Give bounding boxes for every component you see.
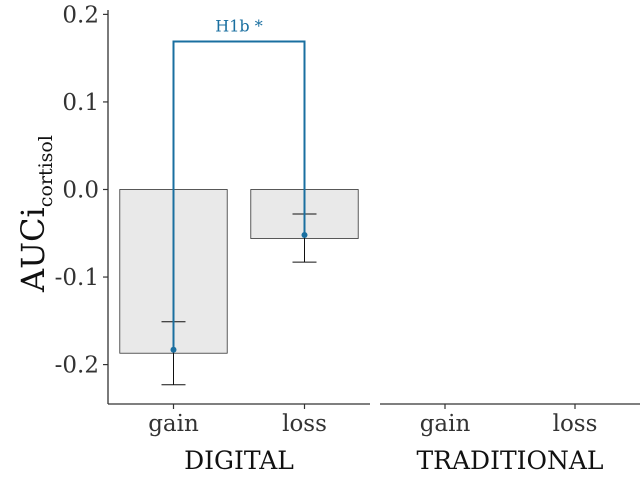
significance-bracket (172, 40, 306, 350)
y-tick-label: -0.1 (55, 265, 99, 291)
panel-traditional: gain loss TRADITIONAL (380, 403, 640, 475)
x-tick-label-gain: gain (420, 411, 471, 437)
y-axis-title: AUCicortisol (14, 135, 57, 293)
x-tick-label-gain: gain (148, 411, 199, 437)
panel-digital: H1b * gain loss DIGITAL (108, 17, 370, 475)
facet-label-traditional: TRADITIONAL (416, 446, 603, 475)
y-tick-label: 0.1 (62, 90, 99, 116)
significance-label: H1b * (215, 17, 262, 36)
mean-point-gain (170, 346, 177, 353)
mean-point-loss (301, 232, 308, 239)
x-tick-label-loss: loss (282, 411, 327, 437)
facet-label-digital: DIGITAL (184, 446, 294, 475)
y-axis-title-main: AUCi (14, 207, 52, 293)
y-tick-label: 0.2 (62, 2, 99, 28)
y-axis-title-subscript: cortisol (35, 135, 57, 207)
x-tick-label-loss: loss (553, 411, 598, 437)
y-tick-label: -0.2 (55, 353, 99, 379)
y-axis: 0.2 0.1 0.0 -0.1 -0.2 (55, 2, 109, 404)
y-tick-label: 0.0 (62, 177, 99, 203)
